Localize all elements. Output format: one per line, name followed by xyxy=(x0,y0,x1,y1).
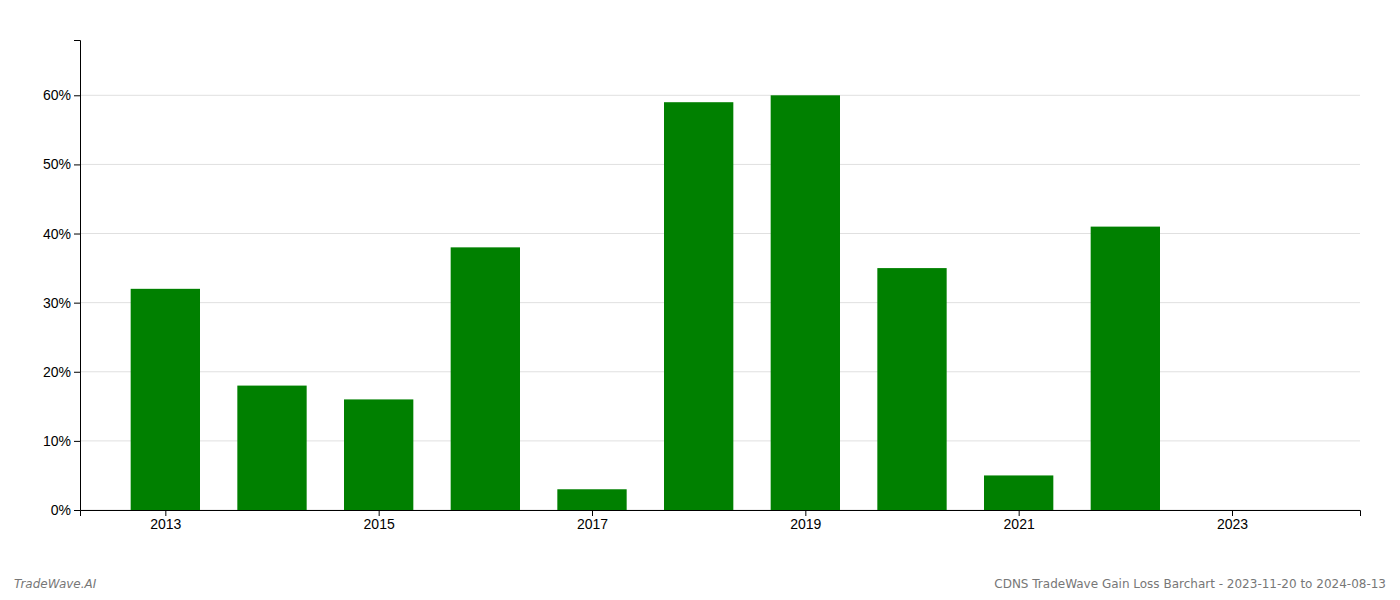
tick: 40% xyxy=(43,226,80,242)
plot: 2013 2015 2017 2019 2021 2023 0% 10% 20% 30% 40% 50… xyxy=(43,41,1361,532)
tick: 2013 xyxy=(150,510,181,532)
chart: 2013 2015 2017 2019 2021 2023 0% 10% 20% 30% 40% 50… xyxy=(0,0,1400,600)
grid xyxy=(80,95,1360,510)
tick: 2023 xyxy=(1217,510,1248,532)
tick-mark xyxy=(74,441,80,442)
tick: 50% xyxy=(43,156,80,172)
tick-label: 50% xyxy=(43,156,71,172)
axis-line xyxy=(81,511,1361,517)
bars xyxy=(131,95,1160,510)
bar xyxy=(771,95,840,510)
tick: 20% xyxy=(43,364,80,380)
annotation: TradeWave.AI xyxy=(14,577,97,591)
axis-line xyxy=(74,41,81,511)
tick-label: 2015 xyxy=(364,516,395,532)
bar xyxy=(1197,510,1266,511)
tick: 60% xyxy=(43,87,80,103)
tick-label: 40% xyxy=(43,226,71,242)
tick-label: 2021 xyxy=(1004,516,1035,532)
bar xyxy=(664,102,733,510)
tick-label: 0% xyxy=(51,502,71,518)
bar xyxy=(557,489,626,510)
tick: 10% xyxy=(43,433,80,449)
tick: 0% xyxy=(51,502,80,518)
tick-mark xyxy=(74,164,80,165)
tick-mark xyxy=(74,510,80,511)
bar xyxy=(451,247,520,510)
annotation: CDNS TradeWave Gain Loss Barchart - 2023… xyxy=(994,577,1386,591)
tick: 2017 xyxy=(577,510,608,532)
tick-label: 2013 xyxy=(150,516,181,532)
tick-mark xyxy=(74,95,80,96)
bar xyxy=(344,399,413,510)
tick-label: 10% xyxy=(43,433,71,449)
bar xyxy=(131,289,200,510)
tick: 2019 xyxy=(790,510,821,532)
grid-line xyxy=(80,95,1360,96)
tick-label: 2023 xyxy=(1217,516,1248,532)
x-axis: 2013 2015 2017 2019 2021 2023 xyxy=(81,510,1361,532)
y-axis: 0% 10% 20% 30% 40% 50% 60% xyxy=(43,41,81,518)
bar xyxy=(1091,227,1160,510)
tick-label: 30% xyxy=(43,295,71,311)
tick-label: 60% xyxy=(43,87,71,103)
tick: 2021 xyxy=(1004,510,1035,532)
tick-mark xyxy=(74,234,80,235)
tick-label: 2017 xyxy=(577,516,608,532)
bar xyxy=(237,386,306,510)
tick-label: 2019 xyxy=(790,516,821,532)
tick-label: 20% xyxy=(43,364,71,380)
tick-mark xyxy=(74,372,80,373)
bar xyxy=(877,268,946,510)
tick: 2015 xyxy=(364,510,395,532)
bar xyxy=(984,475,1053,510)
tick-mark xyxy=(74,303,80,304)
tick: 30% xyxy=(43,295,80,311)
